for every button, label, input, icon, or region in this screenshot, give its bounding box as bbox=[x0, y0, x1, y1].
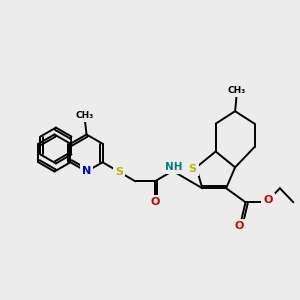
Text: N: N bbox=[82, 167, 91, 176]
Text: S: S bbox=[189, 164, 197, 174]
Text: O: O bbox=[263, 195, 273, 205]
Text: O: O bbox=[150, 197, 160, 207]
Text: O: O bbox=[235, 221, 244, 231]
Text: CH₃: CH₃ bbox=[227, 86, 246, 95]
Text: S: S bbox=[115, 167, 123, 177]
Text: NH: NH bbox=[166, 162, 183, 172]
Text: CH₃: CH₃ bbox=[76, 111, 94, 120]
